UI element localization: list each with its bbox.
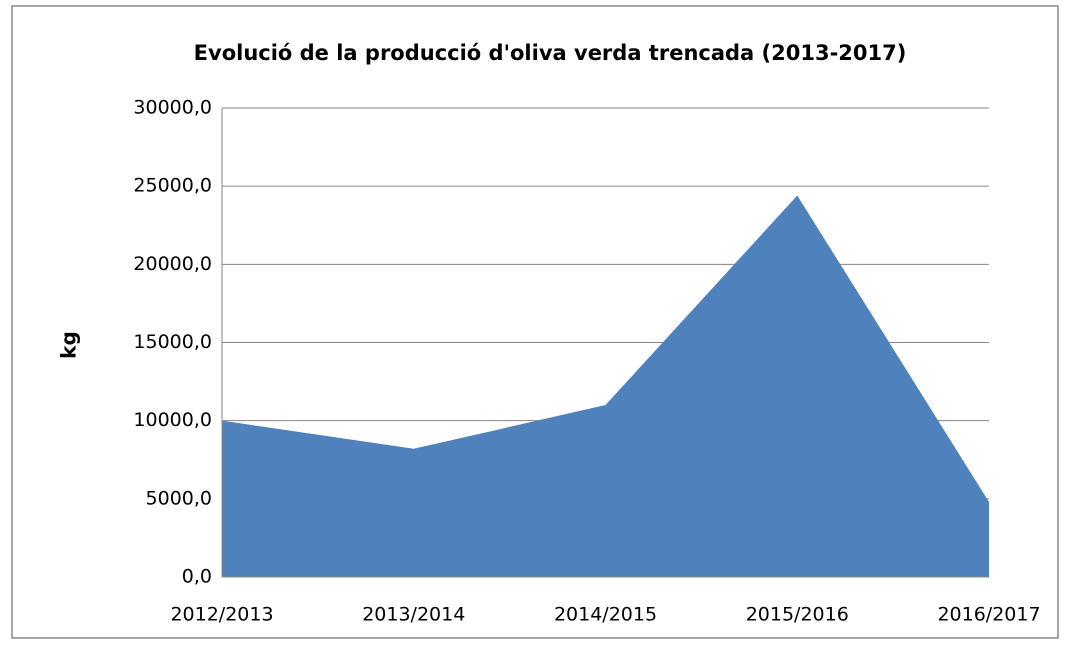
y-tick-label: 0,0 [182, 566, 212, 588]
x-tick-label: 2013/2014 [362, 604, 465, 626]
chart-title: Evolució de la producció d'oliva verda t… [194, 41, 907, 65]
y-axis-title: kg [57, 331, 81, 359]
x-tick-label: 2014/2015 [554, 604, 657, 626]
x-tick-label: 2016/2017 [937, 604, 1040, 626]
x-tick-label: 2015/2016 [746, 604, 849, 626]
y-tick-label: 5000,0 [146, 487, 212, 509]
y-tick-label: 30000,0 [133, 97, 212, 119]
y-tick-label: 10000,0 [133, 409, 212, 431]
area [222, 195, 989, 577]
y-tick-label: 25000,0 [133, 175, 212, 197]
y-tick-label: 15000,0 [133, 331, 212, 353]
y-tick-label: 20000,0 [133, 253, 212, 275]
x-tick-label: 2012/2013 [170, 604, 273, 626]
